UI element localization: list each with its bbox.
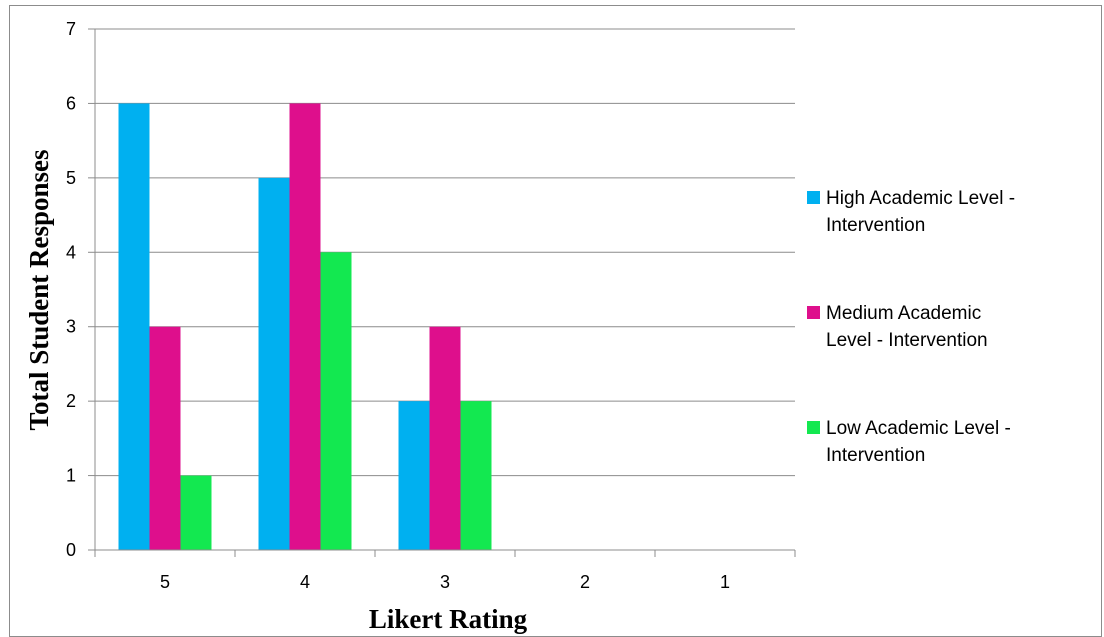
bar: [289, 103, 321, 550]
bar: [429, 326, 461, 550]
x-tick-label: 3: [440, 572, 450, 592]
legend-swatch: [807, 191, 820, 204]
legend-label: Level - Intervention: [826, 330, 988, 351]
y-tick-label: 6: [66, 93, 76, 113]
y-tick-label: 2: [66, 391, 76, 411]
legend-swatch: [807, 306, 820, 319]
legend-label: Intervention: [826, 215, 925, 236]
legend-swatch: [807, 421, 820, 434]
x-tick-label: 2: [580, 572, 590, 592]
legend-label: Intervention: [826, 445, 925, 466]
x-tick-label: 4: [300, 572, 310, 592]
bars: [118, 103, 492, 551]
y-tick-label: 3: [66, 317, 76, 337]
x-tick-labels: 5 4 3 2 1: [160, 572, 730, 592]
y-tick-label: 5: [66, 168, 76, 188]
x-tick-label: 1: [720, 572, 730, 592]
bar: [258, 177, 290, 550]
legend-label: Medium Academic: [826, 303, 981, 324]
y-axis-title: Total Student Responses: [24, 149, 54, 430]
legend-label: Low Academic Level -: [826, 418, 1011, 439]
bar: [118, 103, 150, 550]
x-tick-label: 5: [160, 572, 170, 592]
bar: [180, 475, 212, 550]
y-tick-labels: 0 1 2 3 4 5 6 7: [66, 19, 76, 560]
x-axis-title: Likert Rating: [369, 604, 528, 634]
gridlines: [95, 28, 795, 477]
bar: [460, 401, 492, 550]
axes: [88, 28, 796, 557]
legend-label: High Academic Level -: [826, 188, 1015, 209]
bar: [149, 326, 181, 550]
bar: [320, 252, 352, 551]
y-tick-label: 1: [66, 466, 76, 486]
y-tick-label: 7: [66, 19, 76, 39]
y-tick-label: 4: [66, 242, 76, 262]
bar: [398, 401, 430, 550]
y-tick-label: 0: [66, 540, 76, 560]
legend: High Academic Level - Intervention Medium …: [807, 188, 1015, 466]
